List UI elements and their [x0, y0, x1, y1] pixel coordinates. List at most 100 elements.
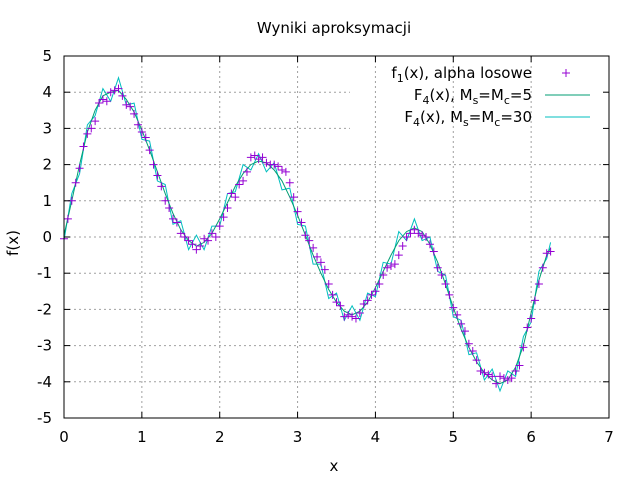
- data-point: [219, 213, 228, 222]
- y-axis-label: f(x): [4, 230, 22, 256]
- data-point: [161, 196, 170, 205]
- data-point: [258, 153, 267, 162]
- data-point: [355, 309, 364, 318]
- x-tick-label: 3: [293, 428, 303, 446]
- data-point: [285, 178, 294, 187]
- x-tick-label: 1: [137, 428, 147, 446]
- data-point: [118, 91, 127, 100]
- x-tick-label: 7: [604, 428, 614, 446]
- data-point: [196, 242, 205, 251]
- data-point: [211, 233, 220, 241]
- data-point: [422, 233, 431, 241]
- data-point: [180, 233, 189, 241]
- data-point: [149, 160, 158, 169]
- data-point: [184, 236, 193, 245]
- data-point: [83, 129, 92, 138]
- data-point: [472, 356, 481, 365]
- data-point: [91, 117, 100, 126]
- data-point: [468, 347, 477, 356]
- legend-label: F4(x), Ms=Mc=5: [414, 86, 532, 107]
- data-point: [433, 263, 442, 272]
- data-point: [169, 214, 177, 223]
- y-tick-label: -4: [37, 373, 52, 391]
- data-point: [316, 258, 325, 267]
- data-point: [293, 207, 302, 216]
- data-point: [499, 374, 508, 383]
- data-point: [515, 361, 524, 370]
- x-tick-label: 2: [215, 428, 225, 446]
- y-tick-label: 1: [42, 192, 52, 210]
- data-point: [464, 339, 473, 348]
- data-point: [63, 214, 72, 223]
- data-point: [445, 290, 454, 299]
- data-point: [488, 372, 497, 381]
- y-tick-label: -2: [37, 300, 52, 318]
- data-point: [250, 151, 259, 160]
- data-point: [542, 249, 551, 258]
- data-point: [223, 204, 232, 213]
- data-point: [301, 231, 310, 240]
- y-tick-label: -1: [37, 264, 52, 282]
- data-point: [122, 100, 131, 109]
- data-point: [305, 236, 314, 245]
- data-point: [406, 229, 415, 238]
- y-tick-label: -5: [37, 409, 52, 427]
- data-point: [141, 133, 150, 142]
- data-point: [145, 146, 154, 155]
- x-tick-label: 5: [449, 428, 459, 446]
- chart-title: Wyniki aproksymacji: [257, 19, 411, 37]
- data-point: [546, 247, 555, 256]
- y-tick-label: 4: [42, 83, 52, 101]
- data-point: [457, 319, 466, 328]
- data-point: [176, 229, 185, 238]
- data-point: [98, 95, 107, 104]
- series-layer: [60, 76, 555, 393]
- data-point: [297, 218, 306, 227]
- data-point: [410, 225, 419, 234]
- data-point: [235, 180, 244, 189]
- data-point: [172, 218, 181, 227]
- data-point: [200, 234, 209, 243]
- data-point: [328, 290, 337, 299]
- data-point: [336, 301, 345, 310]
- data-point: [531, 296, 540, 305]
- x-tick-label: 0: [59, 428, 69, 446]
- data-point: [227, 189, 236, 198]
- data-point: [441, 280, 450, 289]
- data-point: [534, 280, 543, 289]
- data-point: [371, 287, 380, 296]
- data-point: [453, 310, 462, 319]
- data-point: [137, 128, 146, 137]
- data-point: [114, 84, 123, 93]
- data-point: [278, 166, 286, 175]
- data-point: [254, 155, 263, 164]
- data-point: [484, 370, 493, 379]
- axis-ticks: 0 1 2 3 4 5 6 7 -5 -4 -3 -2 -1 0 1 2 3 4 5: [37, 47, 614, 446]
- data-point: [425, 240, 434, 249]
- data-point: [387, 261, 395, 270]
- data-point: [375, 280, 384, 289]
- y-tick-label: -3: [37, 337, 52, 355]
- data-point: [414, 229, 423, 238]
- data-point: [102, 97, 111, 106]
- data-point: [188, 240, 197, 249]
- data-point: [523, 323, 532, 332]
- data-point: [71, 178, 80, 187]
- data-point: [165, 204, 174, 213]
- data-point: [239, 176, 248, 185]
- data-point: [332, 298, 341, 307]
- y-tick-label: 0: [42, 228, 52, 246]
- y-tick-label: 3: [42, 119, 52, 137]
- data-point: [274, 162, 283, 171]
- data-point: [359, 299, 368, 308]
- data-point: [390, 260, 399, 269]
- data-point: [75, 164, 84, 173]
- data-point: [363, 296, 372, 305]
- data-point: [192, 245, 201, 254]
- x-axis-label: x: [330, 457, 339, 475]
- data-point: [313, 252, 322, 261]
- data-point: [398, 242, 407, 251]
- data-point: [324, 280, 333, 289]
